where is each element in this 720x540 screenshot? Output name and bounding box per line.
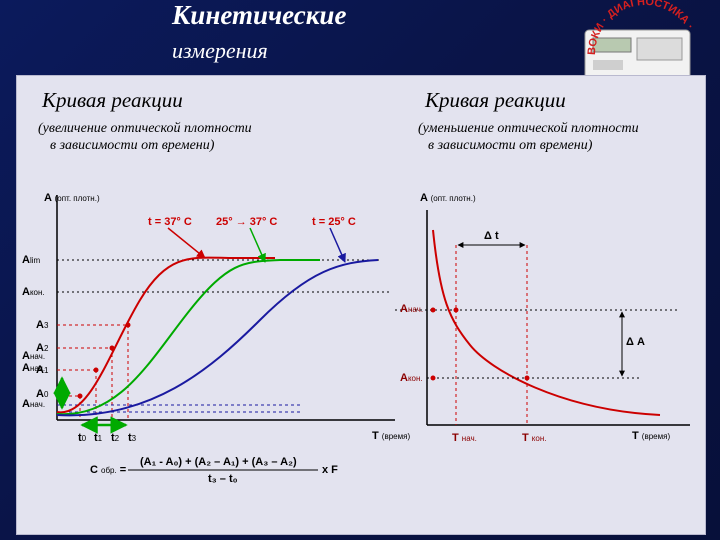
formula-denominator: t₃ – t₀: [208, 473, 238, 485]
curve-25c: [56, 259, 379, 417]
point-a-nach: [430, 307, 436, 313]
a-kon-label: Aкон.: [22, 286, 45, 298]
t-nach-label: T нач.: [452, 432, 477, 444]
left-subtitle-2: в зависимости от времени): [50, 138, 215, 153]
formula-numerator: (A₁ - A₀) + (A₂ – A₁) + (A₃ – A₂): [140, 456, 297, 468]
left-heading: Кривая реакции: [42, 88, 183, 112]
point-t-kon: [524, 375, 530, 381]
point-t3: [125, 322, 131, 328]
right-a-kon-label: Aкон.: [400, 372, 423, 384]
delta-t-label: Δ t: [484, 230, 499, 242]
point-t0: [77, 393, 83, 399]
left-subtitle-1: (увеличение оптической плотности: [38, 121, 252, 136]
t-kon-label: T кон.: [522, 432, 547, 444]
a2-label: A2: [36, 342, 49, 354]
formula-factor: x F: [322, 464, 338, 476]
temp1-label: t = 37° C: [148, 216, 192, 228]
title-line-1: Кинетические: [172, 0, 347, 30]
title-line-2: измерения: [172, 38, 268, 63]
temp2-arrow: [249, 227, 266, 263]
content-panel: [16, 75, 706, 535]
formula-lhs: C обр. =: [90, 464, 127, 476]
t2-label: t2: [111, 432, 120, 444]
point-t2: [109, 345, 115, 351]
point-a-kon: [430, 375, 436, 381]
temp2-label: 25° → 37° C: [216, 216, 278, 228]
right-a-nach-label: Aнач.: [400, 303, 424, 315]
a1-label: A1: [36, 364, 49, 376]
right-x-axis-label: T (время): [632, 430, 671, 442]
temp3-arrow: [329, 227, 346, 263]
point-t1: [93, 367, 99, 373]
t3-label: t3: [128, 432, 137, 444]
a-nach-label-2: Aнач.: [22, 362, 46, 374]
device-icon: [584, 29, 691, 81]
temp3-label: t = 25° C: [312, 216, 356, 228]
right-heading: Кривая реакции: [425, 88, 566, 112]
right-y-axis-label: A (опт. плотн.): [420, 192, 476, 204]
a0-label: A0: [36, 388, 49, 400]
right-subtitle-2: в зависимости от времени): [428, 138, 593, 153]
a-nach-label-1: Aнач.: [22, 350, 46, 362]
delta-a-label: Δ A: [626, 336, 645, 348]
analyzer-logo: ВОКИ · ДИАГНОСТИКА ·: [584, 0, 696, 81]
left-y-axis-label: A (опт. плотн.): [44, 192, 100, 204]
decay-curve: [432, 229, 661, 416]
temp1-arrow: [167, 227, 206, 259]
a3-label: A3: [36, 319, 49, 331]
left-x-axis-label: T (время): [372, 430, 411, 442]
right-subtitle-1: (уменьшение оптической плотности: [418, 121, 639, 136]
curve-37c: [56, 256, 275, 414]
t1-label: t1: [94, 432, 103, 444]
a-nach-label-3: Aнач.: [22, 398, 46, 410]
a-lim-label: Alim: [22, 254, 41, 266]
curve-25-to-37c: [56, 259, 320, 416]
point-t-nach: [453, 307, 459, 313]
t0-label: t0: [78, 432, 87, 444]
